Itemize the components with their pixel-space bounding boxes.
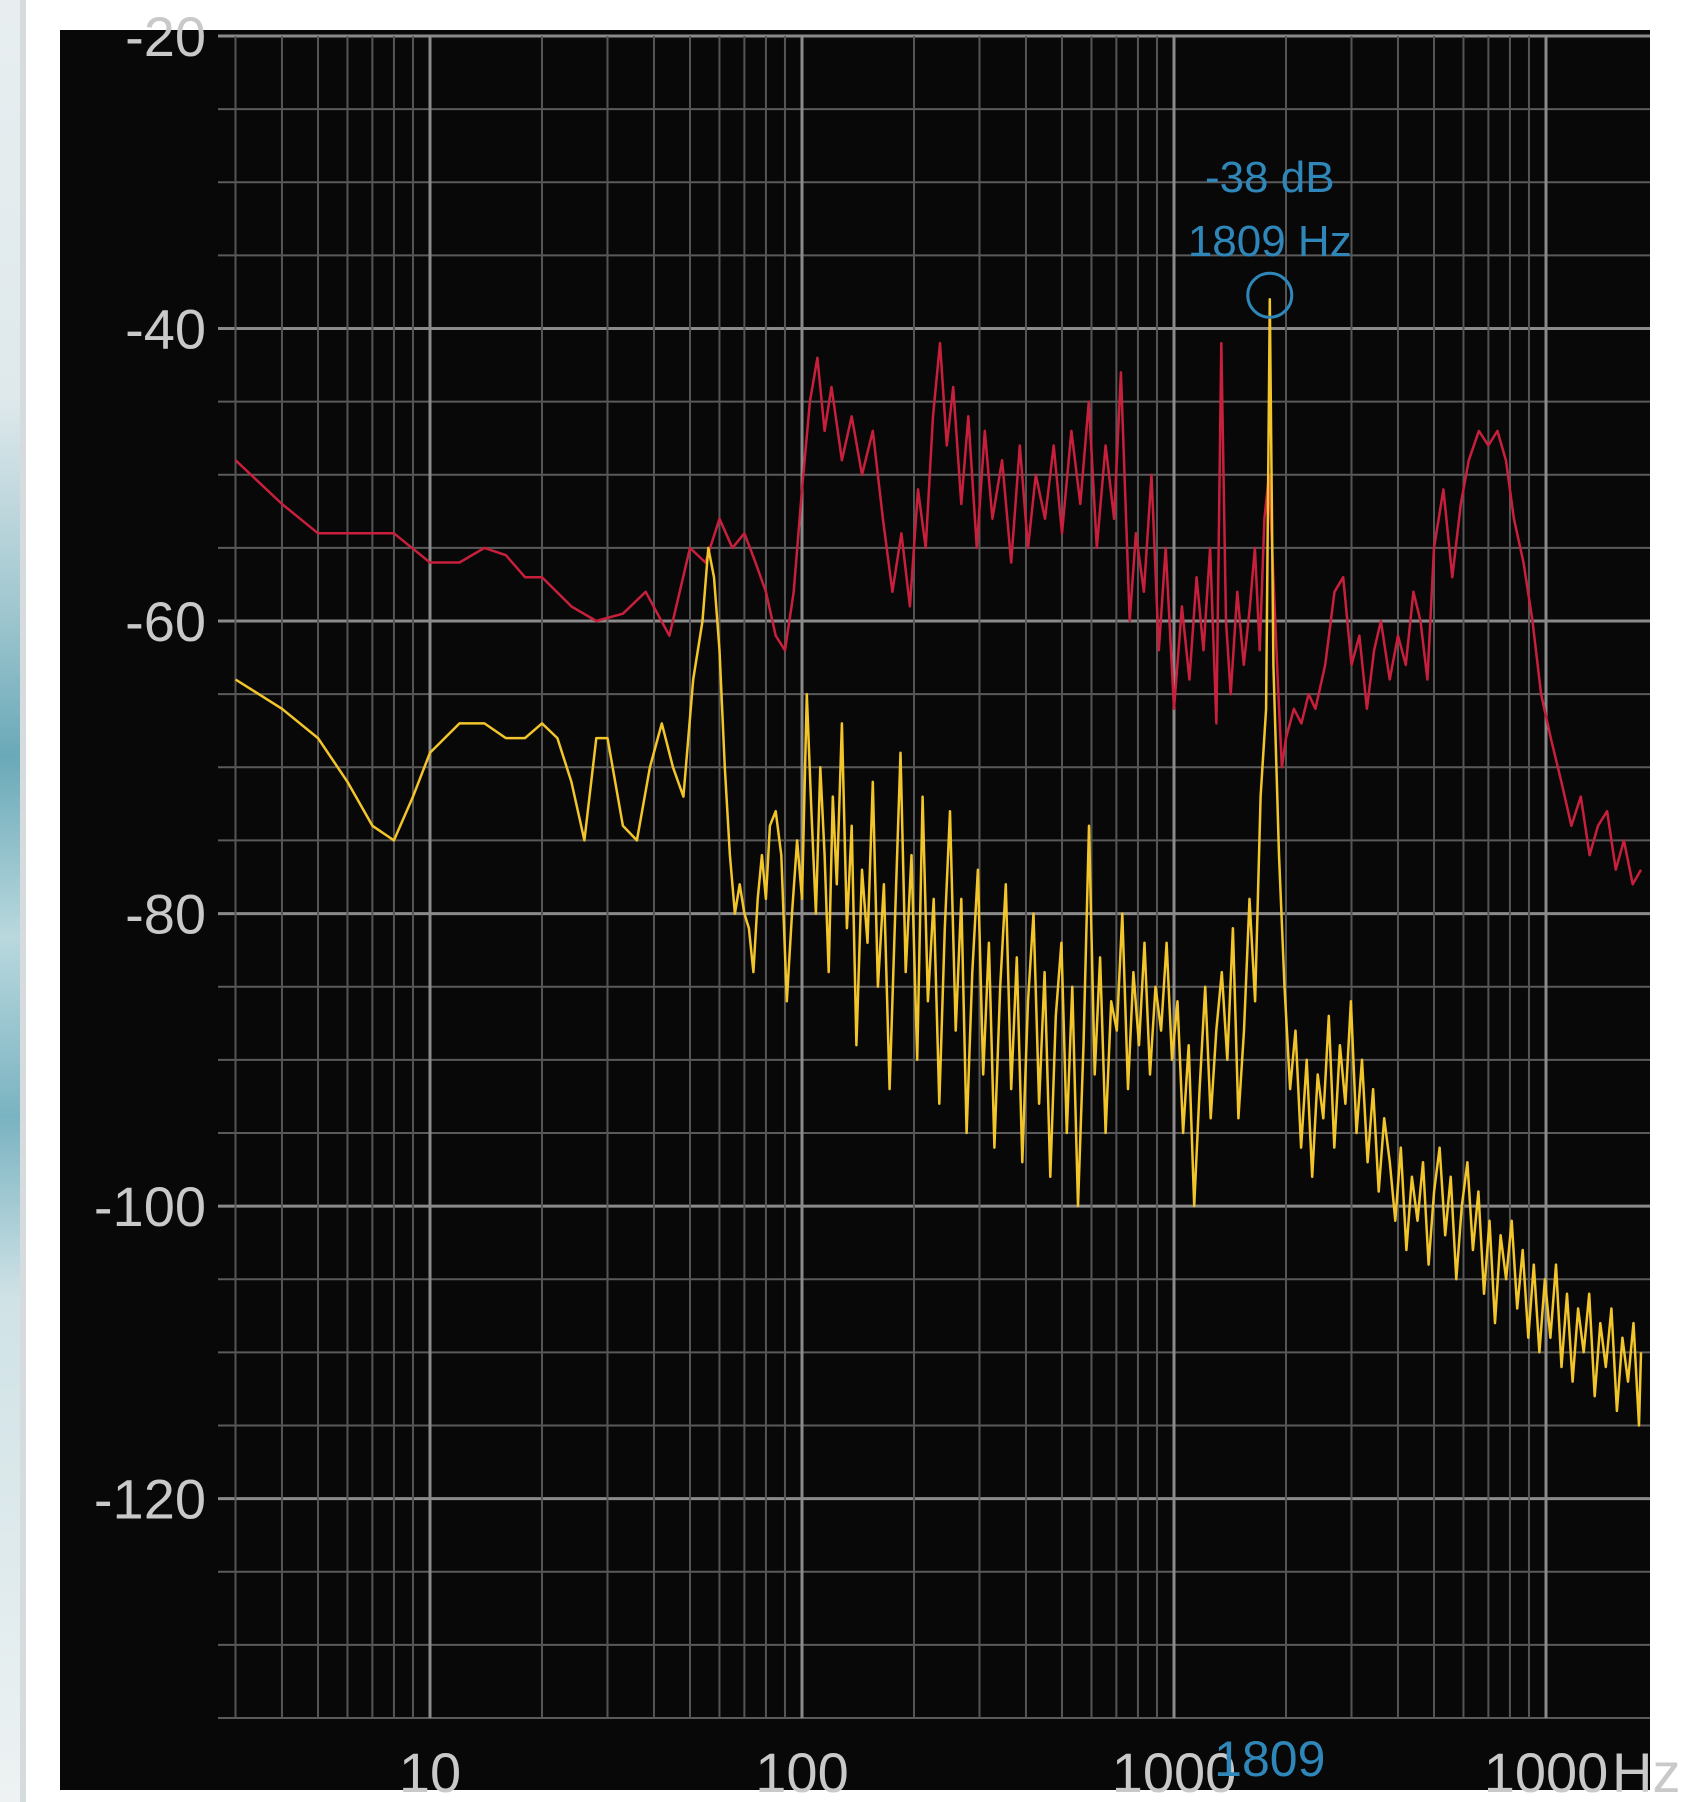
x-tick-label: 10 [399,1741,461,1802]
cursor-freq-label: 1809 [1214,1731,1325,1787]
x-tick-label: 1000 [1484,1741,1609,1802]
x-tick-label: 1000 [1112,1741,1237,1802]
y-tick-label: -80 [125,883,206,946]
y-axis-ticks: -20 -40 -60 -80 -100 -120 [94,5,206,1531]
y-tick-label: -100 [94,1175,206,1238]
x-tick-label: 100 [755,1741,848,1802]
y-tick-label: -60 [125,590,206,653]
peak-db-label: -38 dB [1205,153,1335,202]
window-border [20,0,26,1802]
series-line-1 [234,341,1643,886]
y-tick-label: -120 [94,1468,206,1531]
peak-marker-circle [1246,271,1294,319]
grid [218,34,1650,1719]
peak-marker[interactable]: -38 dB 1809 Hz 1809 [1188,153,1352,1787]
y-tick-label: -20 [125,5,206,68]
series-line-2 [234,298,1643,1427]
x-axis-ticks: 10 100 1000 1000 Hz [399,1741,1681,1802]
x-unit-label: Hz [1612,1741,1680,1802]
chart-background [60,30,1650,1790]
peak-freq-label: 1809 Hz [1188,217,1352,266]
series-group [234,298,1643,1427]
y-tick-label: -40 [125,298,206,361]
